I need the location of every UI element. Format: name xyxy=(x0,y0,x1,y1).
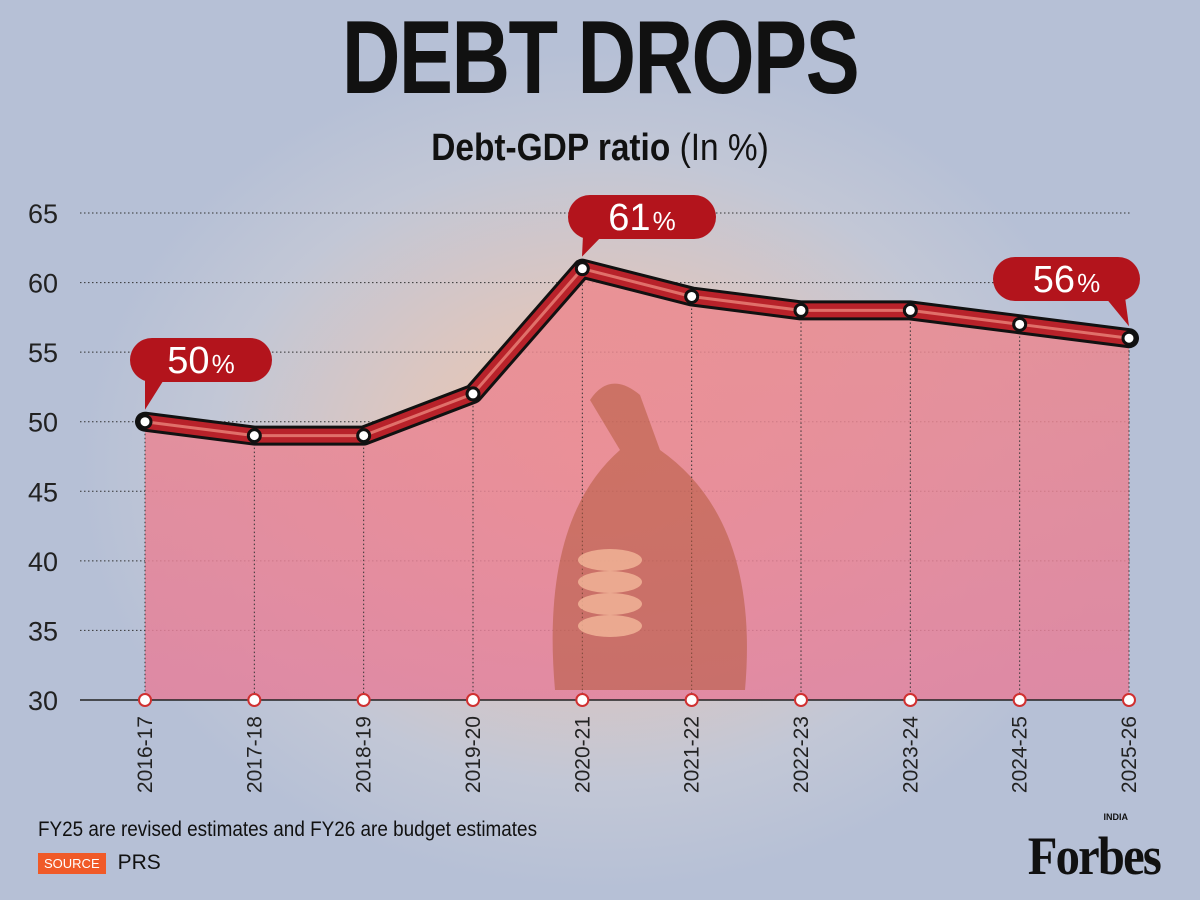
bubble-pointer xyxy=(582,235,603,257)
x-tick-label: 2019-20 xyxy=(462,716,485,793)
source-value: PRS xyxy=(117,851,161,874)
y-tick-label: 45 xyxy=(28,477,58,507)
bubble-number: 56 xyxy=(1033,259,1075,301)
subtitle-bold: Debt-GDP ratio xyxy=(431,127,671,169)
coin-icon xyxy=(578,593,642,615)
y-tick-label: 40 xyxy=(28,547,58,577)
x-tick-label: 2021-22 xyxy=(681,716,704,793)
subtitle-unit: (In %) xyxy=(679,127,769,169)
annotation-bubble: 50% xyxy=(130,338,272,410)
x-tick-label: 2024-25 xyxy=(1009,716,1032,793)
x-tick-label: 2025-26 xyxy=(1118,716,1141,793)
x-tick-marker xyxy=(575,693,590,707)
x-tick-marker xyxy=(466,693,480,707)
x-tick-marker xyxy=(1122,693,1136,707)
data-point xyxy=(1121,330,1137,346)
annotation-bubble: 61% xyxy=(568,195,716,257)
data-point xyxy=(1012,316,1028,332)
bubble-label: 61% xyxy=(608,197,675,239)
bubble-label: 56% xyxy=(1033,259,1100,301)
x-tick-marker xyxy=(903,693,918,707)
y-tick-label: 65 xyxy=(28,199,58,229)
data-point xyxy=(793,302,809,318)
series-line-highlight xyxy=(144,267,1130,438)
bubble-unit: % xyxy=(1077,268,1100,298)
y-tick-label: 60 xyxy=(28,269,58,299)
chart-subtitle: Debt-GDP ratio (In %) xyxy=(72,126,1128,170)
data-point xyxy=(465,386,481,402)
bubble-body xyxy=(568,195,716,239)
source-tag: SOURCE xyxy=(38,852,106,874)
x-tick-marker xyxy=(247,693,262,707)
y-tick-label: 30 xyxy=(28,686,58,716)
bubble-pointer xyxy=(145,378,165,410)
x-tick-label: 2022-23 xyxy=(790,716,813,793)
annotation-bubble: 56% xyxy=(993,257,1140,327)
forbes-logo: Forbes xyxy=(1027,826,1162,886)
data-point xyxy=(684,288,700,304)
x-tick-marker xyxy=(684,693,699,707)
logo-india: INDIA xyxy=(1103,812,1129,822)
source-row: SOURCE PRS xyxy=(38,850,161,876)
data-point xyxy=(574,261,590,277)
bubble-body xyxy=(993,257,1140,301)
data-point xyxy=(902,302,918,318)
bubble-unit: % xyxy=(212,349,235,379)
coin-icon xyxy=(578,549,642,571)
x-tick-label: 2018-19 xyxy=(353,716,376,793)
x-tick-marker xyxy=(356,693,371,707)
bubble-unit: % xyxy=(653,206,676,236)
chart-title: DEBT DROPS xyxy=(341,0,860,116)
footnote: FY25 are revised estimates and FY26 are … xyxy=(38,818,538,841)
x-tick-marker xyxy=(138,693,152,707)
data-point xyxy=(356,428,372,444)
bubble-number: 50 xyxy=(167,340,209,382)
x-tick-label: 2017-18 xyxy=(243,716,266,793)
y-tick-label: 35 xyxy=(28,616,58,646)
y-tick-label: 50 xyxy=(28,408,58,438)
bubble-number: 61 xyxy=(608,197,650,239)
bubble-label: 50% xyxy=(167,340,234,382)
x-tick-label: 2016-17 xyxy=(134,716,157,793)
x-tick-label: 2023-24 xyxy=(899,716,922,793)
bubble-body xyxy=(130,338,272,382)
coin-icon xyxy=(578,615,642,637)
bubble-pointer xyxy=(1105,297,1129,327)
y-tick-label: 55 xyxy=(28,338,58,368)
data-point xyxy=(246,428,262,444)
coin-icon xyxy=(578,571,642,593)
data-point xyxy=(137,414,153,430)
x-tick-label: 2020-21 xyxy=(571,716,594,793)
x-tick-marker xyxy=(794,693,808,707)
x-tick-marker xyxy=(1012,693,1027,707)
